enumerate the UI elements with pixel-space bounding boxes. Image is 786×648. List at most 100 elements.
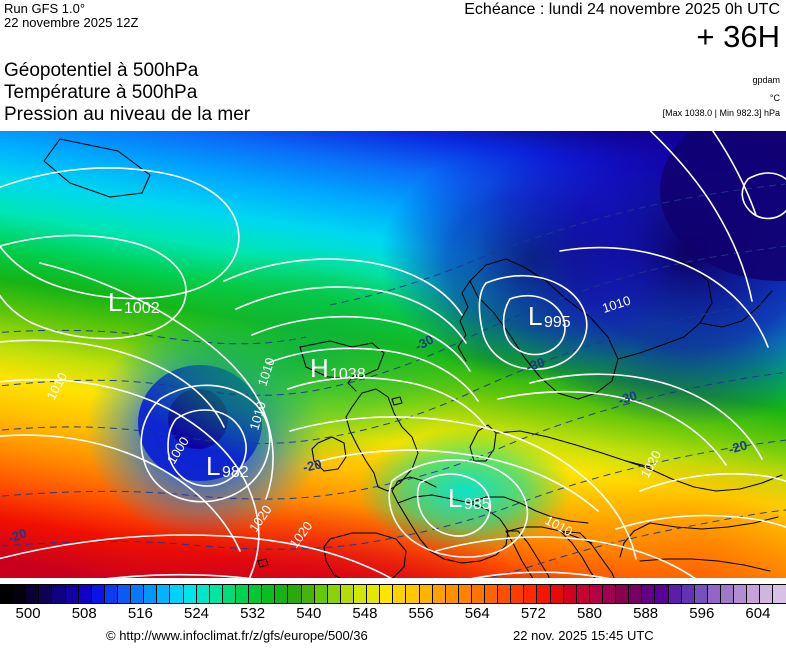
colorbar-tick-label: 580 [576, 605, 603, 622]
svg-text:1038: 1038 [330, 366, 366, 383]
colorbar-swatch [367, 584, 381, 604]
colorbar-swatch [419, 584, 433, 604]
colorbar-swatch [340, 584, 354, 604]
colorbar-swatch [498, 584, 512, 604]
svg-text:-30: -30 [524, 354, 547, 375]
colorbar-swatch [249, 584, 263, 604]
colorbar-swatch [353, 584, 368, 604]
pressure-extremes-label: [Max 1038.0 | Min 982.3] hPa [662, 108, 780, 118]
colorbar-swatch [327, 584, 341, 604]
pressure-center-low-995: L 995 [528, 301, 571, 331]
colorbar-swatch [537, 584, 551, 604]
colorbar-swatch [26, 584, 40, 604]
title-temperature: Température à 500hPa [4, 82, 198, 103]
generation-timestamp: 22 nov. 2025 15:45 UTC [513, 628, 654, 643]
title-mslp: Pression au niveau de la mer [4, 104, 251, 125]
svg-text:-20: -20 [6, 525, 29, 546]
colorbar [0, 584, 786, 604]
colorbar-swatches [0, 584, 786, 604]
svg-text:L: L [448, 483, 462, 513]
colorbar-swatch [65, 584, 79, 604]
colorbar-swatch [91, 584, 105, 604]
map-header: Run GFS 1.0° 22 novembre 2025 12Z Echéan… [0, 0, 786, 131]
colorbar-swatch [117, 584, 132, 604]
colorbar-swatch [576, 584, 590, 604]
colorbar-swatch [458, 584, 472, 604]
colorbar-tick-label: 556 [408, 605, 434, 622]
isotherm-value-labels: -20 -20 -20 -20 -30 -30 -30 [6, 332, 749, 546]
colorbar-swatch [196, 584, 210, 604]
colorbar-swatch [0, 584, 14, 604]
colorbar-swatch [235, 584, 250, 604]
colorbar-swatch [78, 584, 92, 604]
colorbar-tick-label: 516 [127, 605, 153, 622]
colorbar-swatch [563, 584, 577, 604]
colorbar-swatch [760, 584, 774, 604]
colorbar-top-border [0, 584, 786, 585]
colorbar-swatch [773, 584, 786, 604]
colorbar-swatch [707, 584, 722, 604]
colorbar-swatch [301, 584, 315, 604]
valid-time-label: Echéance : lundi 24 novembre 2025 0h UTC [464, 1, 780, 18]
colorbar-swatch [144, 584, 158, 604]
colorbar-swatch [694, 584, 708, 604]
copyright-link[interactable]: © http://www.infoclimat.fr/z/gfs/europe/… [106, 628, 368, 643]
colorbar-swatch [380, 584, 394, 604]
colorbar-swatch [629, 584, 643, 604]
geopotential-field [0, 131, 786, 578]
isobar-contours [0, 131, 786, 578]
colorbar-swatch [222, 584, 236, 604]
colorbar-swatch [406, 584, 420, 604]
unit-temperature: °C [769, 93, 780, 103]
lead-time-label: + 36H [696, 19, 780, 54]
colorbar-swatch [314, 584, 328, 604]
colorbar-swatch [681, 584, 695, 604]
svg-text:L: L [528, 301, 542, 331]
colorbar-swatch [183, 584, 197, 604]
colorbar-swatch [616, 584, 630, 604]
colorbar-swatch [39, 584, 53, 604]
colorbar-swatch [485, 584, 499, 604]
colorbar-swatch [432, 584, 446, 604]
svg-text:L: L [108, 287, 122, 317]
colorbar-swatch [642, 584, 656, 604]
model-run-line-1: Run GFS 1.0° [4, 1, 86, 16]
colorbar-swatch [288, 584, 302, 604]
colorbar-swatch [471, 584, 486, 604]
colorbar-swatch [747, 584, 761, 604]
colorbar-swatch [13, 584, 27, 604]
svg-text:-20: -20 [302, 456, 324, 475]
pressure-center-labels: L 1002 L 982 H 1038 L 995 L 985 [108, 287, 571, 513]
colorbar-swatch [262, 584, 276, 604]
colorbar-swatch [393, 584, 407, 604]
coastlines-layer [43, 138, 783, 578]
colorbar-bottom-border [0, 603, 786, 604]
pressure-center-high-1038: H 1038 [310, 353, 366, 383]
colorbar-tick-label: 532 [240, 605, 266, 622]
colorbar-swatch [524, 584, 538, 604]
pressure-center-low-982: L 982 [206, 451, 249, 481]
svg-text:982: 982 [222, 464, 249, 481]
colorbar-tick-label: 500 [15, 605, 41, 622]
colorbar-tick-label: 540 [296, 605, 322, 622]
colorbar-swatch [170, 584, 184, 604]
colorbar-swatch [734, 584, 748, 604]
pressure-center-low-985: L 985 [448, 483, 491, 513]
colorbar-tick-label: 548 [352, 605, 378, 622]
colorbar-tick-label: 564 [464, 605, 490, 622]
title-geopotential: Géopotentiel à 500hPa [4, 60, 199, 81]
colorbar-swatch [275, 584, 289, 604]
svg-text:-30: -30 [616, 388, 639, 408]
model-run-line-2: 22 novembre 2025 12Z [4, 15, 139, 30]
colorbar-swatch [603, 584, 617, 604]
svg-text:L: L [206, 451, 220, 481]
colorbar-tick-label: 588 [633, 605, 659, 622]
weather-map-canvas[interactable]: L 1002 L 982 H 1038 L 995 L 985 [0, 131, 786, 578]
colorbar-tick-labels: 500 508 516 524 532 540 548 556 564 572 580 588 596 6… [0, 605, 786, 625]
map-footer: © http://www.infoclimat.fr/z/gfs/europe/… [0, 628, 786, 648]
colorbar-swatch [511, 584, 525, 604]
svg-text:H: H [310, 353, 329, 383]
colorbar-swatch [655, 584, 669, 604]
colorbar-swatch [550, 584, 564, 604]
